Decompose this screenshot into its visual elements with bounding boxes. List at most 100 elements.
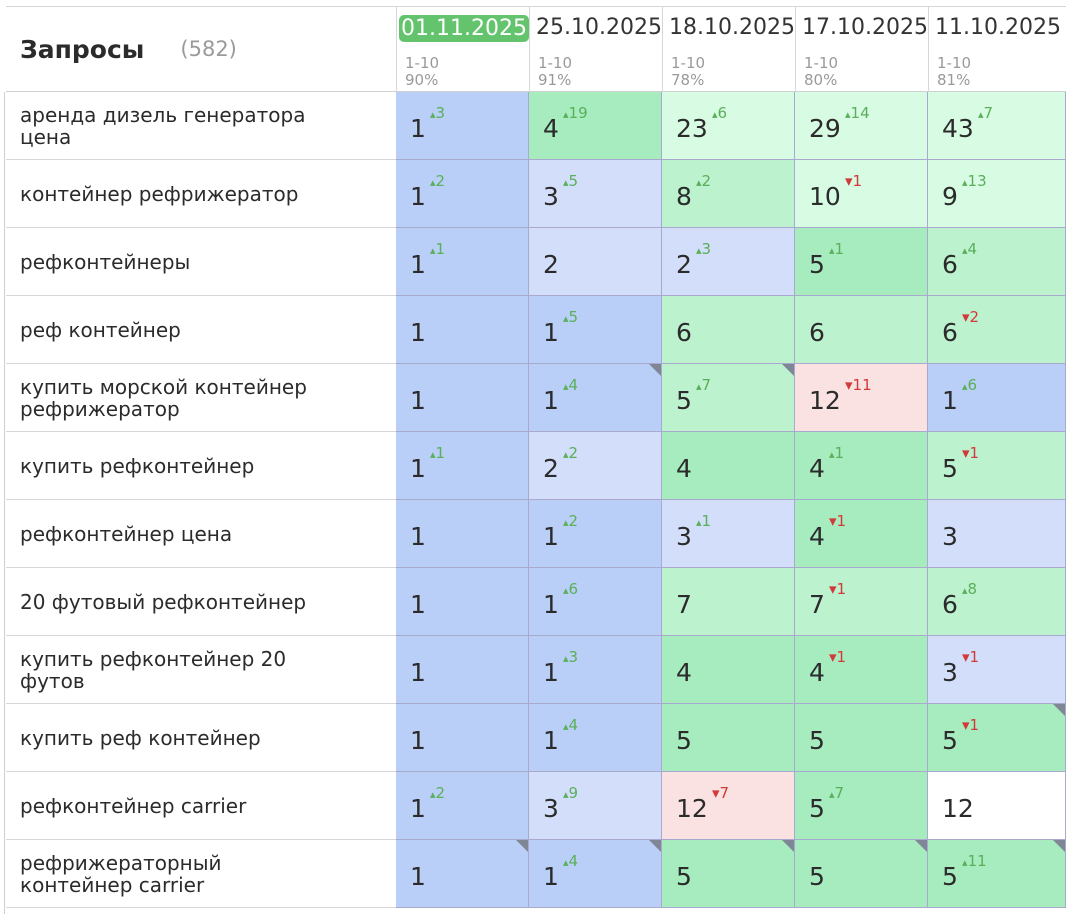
position-up-delta: ▴7 (696, 376, 711, 394)
query-cell[interactable]: купить реф контейнер (6, 704, 396, 772)
corner-marker-icon[interactable] (516, 840, 528, 852)
position-cell[interactable]: 10 ▾1 (795, 160, 928, 228)
position-cell[interactable]: 43 ▴7 (928, 92, 1066, 160)
corner-marker-icon[interactable] (1053, 704, 1065, 716)
query-cell[interactable]: купить рефконтейнер 20 футов (6, 636, 396, 704)
position-cell[interactable]: 23 ▴6 (662, 92, 795, 160)
query-cell[interactable]: купить морской контейнер рефрижератор (6, 364, 396, 432)
position-cell[interactable]: 5 (662, 704, 795, 772)
position-cell[interactable]: 29 ▴14 (795, 92, 928, 160)
query-cell[interactable]: рефконтейнер цена (6, 500, 396, 568)
position-cell[interactable]: 3 ▴1 (662, 500, 795, 568)
date-column-header[interactable]: 01.11.2025 1-10 90% (396, 6, 529, 92)
position-cell[interactable]: 1 ▴3 (529, 636, 662, 704)
arrow-up-icon: ▴ (430, 788, 436, 801)
corner-marker-icon[interactable] (649, 840, 661, 852)
query-cell[interactable]: рефрижераторный контейнер carrier (6, 840, 396, 908)
position-cell[interactable]: 3 ▴5 (529, 160, 662, 228)
position-cell[interactable]: 12 ▾7 (662, 772, 795, 840)
position-cell[interactable]: 1 (396, 636, 529, 704)
position-cell[interactable]: 5 ▴1 (795, 228, 928, 296)
date-column-header[interactable]: 18.10.2025 1-10 78% (662, 6, 795, 92)
position-cell[interactable]: 3 (928, 500, 1066, 568)
position-cell[interactable]: 1 ▴4 (529, 364, 662, 432)
corner-marker-icon[interactable] (782, 840, 794, 852)
position-cell[interactable]: 3 ▾1 (928, 636, 1066, 704)
position-cell[interactable]: 7 (662, 568, 795, 636)
position-cell[interactable]: 2 ▴2 (529, 432, 662, 500)
position-cell[interactable]: 6 ▾2 (928, 296, 1066, 364)
corner-marker-icon[interactable] (782, 364, 794, 376)
position-cell[interactable]: 1 ▴4 (529, 704, 662, 772)
position-cell[interactable]: 1 ▴2 (396, 160, 529, 228)
position-cell[interactable]: 4 ▾1 (795, 636, 928, 704)
position-cell[interactable]: 1 ▴2 (396, 772, 529, 840)
position-cell[interactable]: 4 ▴19 (529, 92, 662, 160)
corner-marker-icon[interactable] (649, 364, 661, 376)
position-cell[interactable]: 6 (662, 296, 795, 364)
position-cell[interactable]: 1 ▴2 (529, 500, 662, 568)
position-value: 5 (942, 862, 958, 891)
position-cell[interactable]: 6 ▴8 (928, 568, 1066, 636)
query-cell[interactable]: рефконтейнер carrier (6, 772, 396, 840)
position-cell[interactable]: 7 ▾1 (795, 568, 928, 636)
position-cell[interactable]: 5 ▴7 (795, 772, 928, 840)
position-cell[interactable]: 1 (396, 704, 529, 772)
position-value: 12 (942, 794, 974, 823)
position-cell[interactable]: 5 (795, 840, 928, 908)
queries-count: (582) (180, 37, 237, 61)
position-cell[interactable]: 5 ▾1 (928, 432, 1066, 500)
position-cell[interactable]: 5 ▴11 (928, 840, 1066, 908)
corner-marker-icon[interactable] (915, 840, 927, 852)
position-cell[interactable]: 12 (928, 772, 1066, 840)
position-cell[interactable]: 1 ▴4 (529, 840, 662, 908)
date-column-header[interactable]: 25.10.2025 1-10 91% (529, 6, 662, 92)
position-cell[interactable]: 1 (396, 296, 529, 364)
position-cell[interactable]: 1 (396, 568, 529, 636)
query-cell[interactable]: контейнер рефрижератор (6, 160, 396, 228)
position-cell[interactable]: 9 ▴13 (928, 160, 1066, 228)
delta-value: 5 (568, 172, 579, 190)
position-cell[interactable]: 1 ▴6 (529, 568, 662, 636)
position-up-delta: ▴7 (829, 784, 844, 802)
query-cell[interactable]: реф контейнер (6, 296, 396, 364)
position-cell[interactable]: 2 ▴3 (662, 228, 795, 296)
position-cell[interactable]: 1 ▴3 (396, 92, 529, 160)
date-column-header[interactable]: 17.10.2025 1-10 80% (795, 6, 928, 92)
position-cell[interactable]: 1 (396, 500, 529, 568)
position-cell[interactable]: 1 ▴6 (928, 364, 1066, 432)
position-cell[interactable]: 1 ▴1 (396, 432, 529, 500)
position-value: 1 (410, 794, 426, 823)
position-cell[interactable]: 4 (662, 636, 795, 704)
position-cell[interactable]: 5 (795, 704, 928, 772)
position-cell[interactable]: 2 (529, 228, 662, 296)
position-cell[interactable]: 12 ▾11 (795, 364, 928, 432)
position-cell[interactable]: 1 (396, 840, 529, 908)
position-cell[interactable]: 4 ▴1 (795, 432, 928, 500)
position-cell[interactable]: 4 ▾1 (795, 500, 928, 568)
date-column-header[interactable]: 11.10.2025 1-10 81% (928, 6, 1066, 92)
queries-header[interactable]: Запросы (582) (6, 6, 396, 92)
query-cell[interactable]: рефконтейнеры (6, 228, 396, 296)
position-cell[interactable]: 4 (662, 432, 795, 500)
delta-value: 6 (967, 376, 978, 394)
position-cell[interactable]: 1 ▴5 (529, 296, 662, 364)
position-cell[interactable]: 6 ▴4 (928, 228, 1066, 296)
position-cell[interactable]: 1 (396, 364, 529, 432)
position-cell[interactable]: 6 (795, 296, 928, 364)
position-up-delta: ▴6 (962, 376, 977, 394)
position-value: 43 (942, 114, 974, 143)
position-cell[interactable]: 5 (662, 840, 795, 908)
position-up-delta: ▴6 (712, 104, 727, 122)
position-cell[interactable]: 5 ▾1 (928, 704, 1066, 772)
corner-marker-icon[interactable] (1053, 840, 1065, 852)
position-value: 1 (543, 522, 559, 551)
position-cell[interactable]: 3 ▴9 (529, 772, 662, 840)
query-cell[interactable]: 20 футовый рефконтейнер (6, 568, 396, 636)
position-cell[interactable]: 8 ▴2 (662, 160, 795, 228)
query-cell[interactable]: купить рефконтейнер (6, 432, 396, 500)
position-value: 1 (543, 386, 559, 415)
position-cell[interactable]: 1 ▴1 (396, 228, 529, 296)
query-cell[interactable]: аренда дизель генератора цена (6, 92, 396, 160)
position-cell[interactable]: 5 ▴7 (662, 364, 795, 432)
